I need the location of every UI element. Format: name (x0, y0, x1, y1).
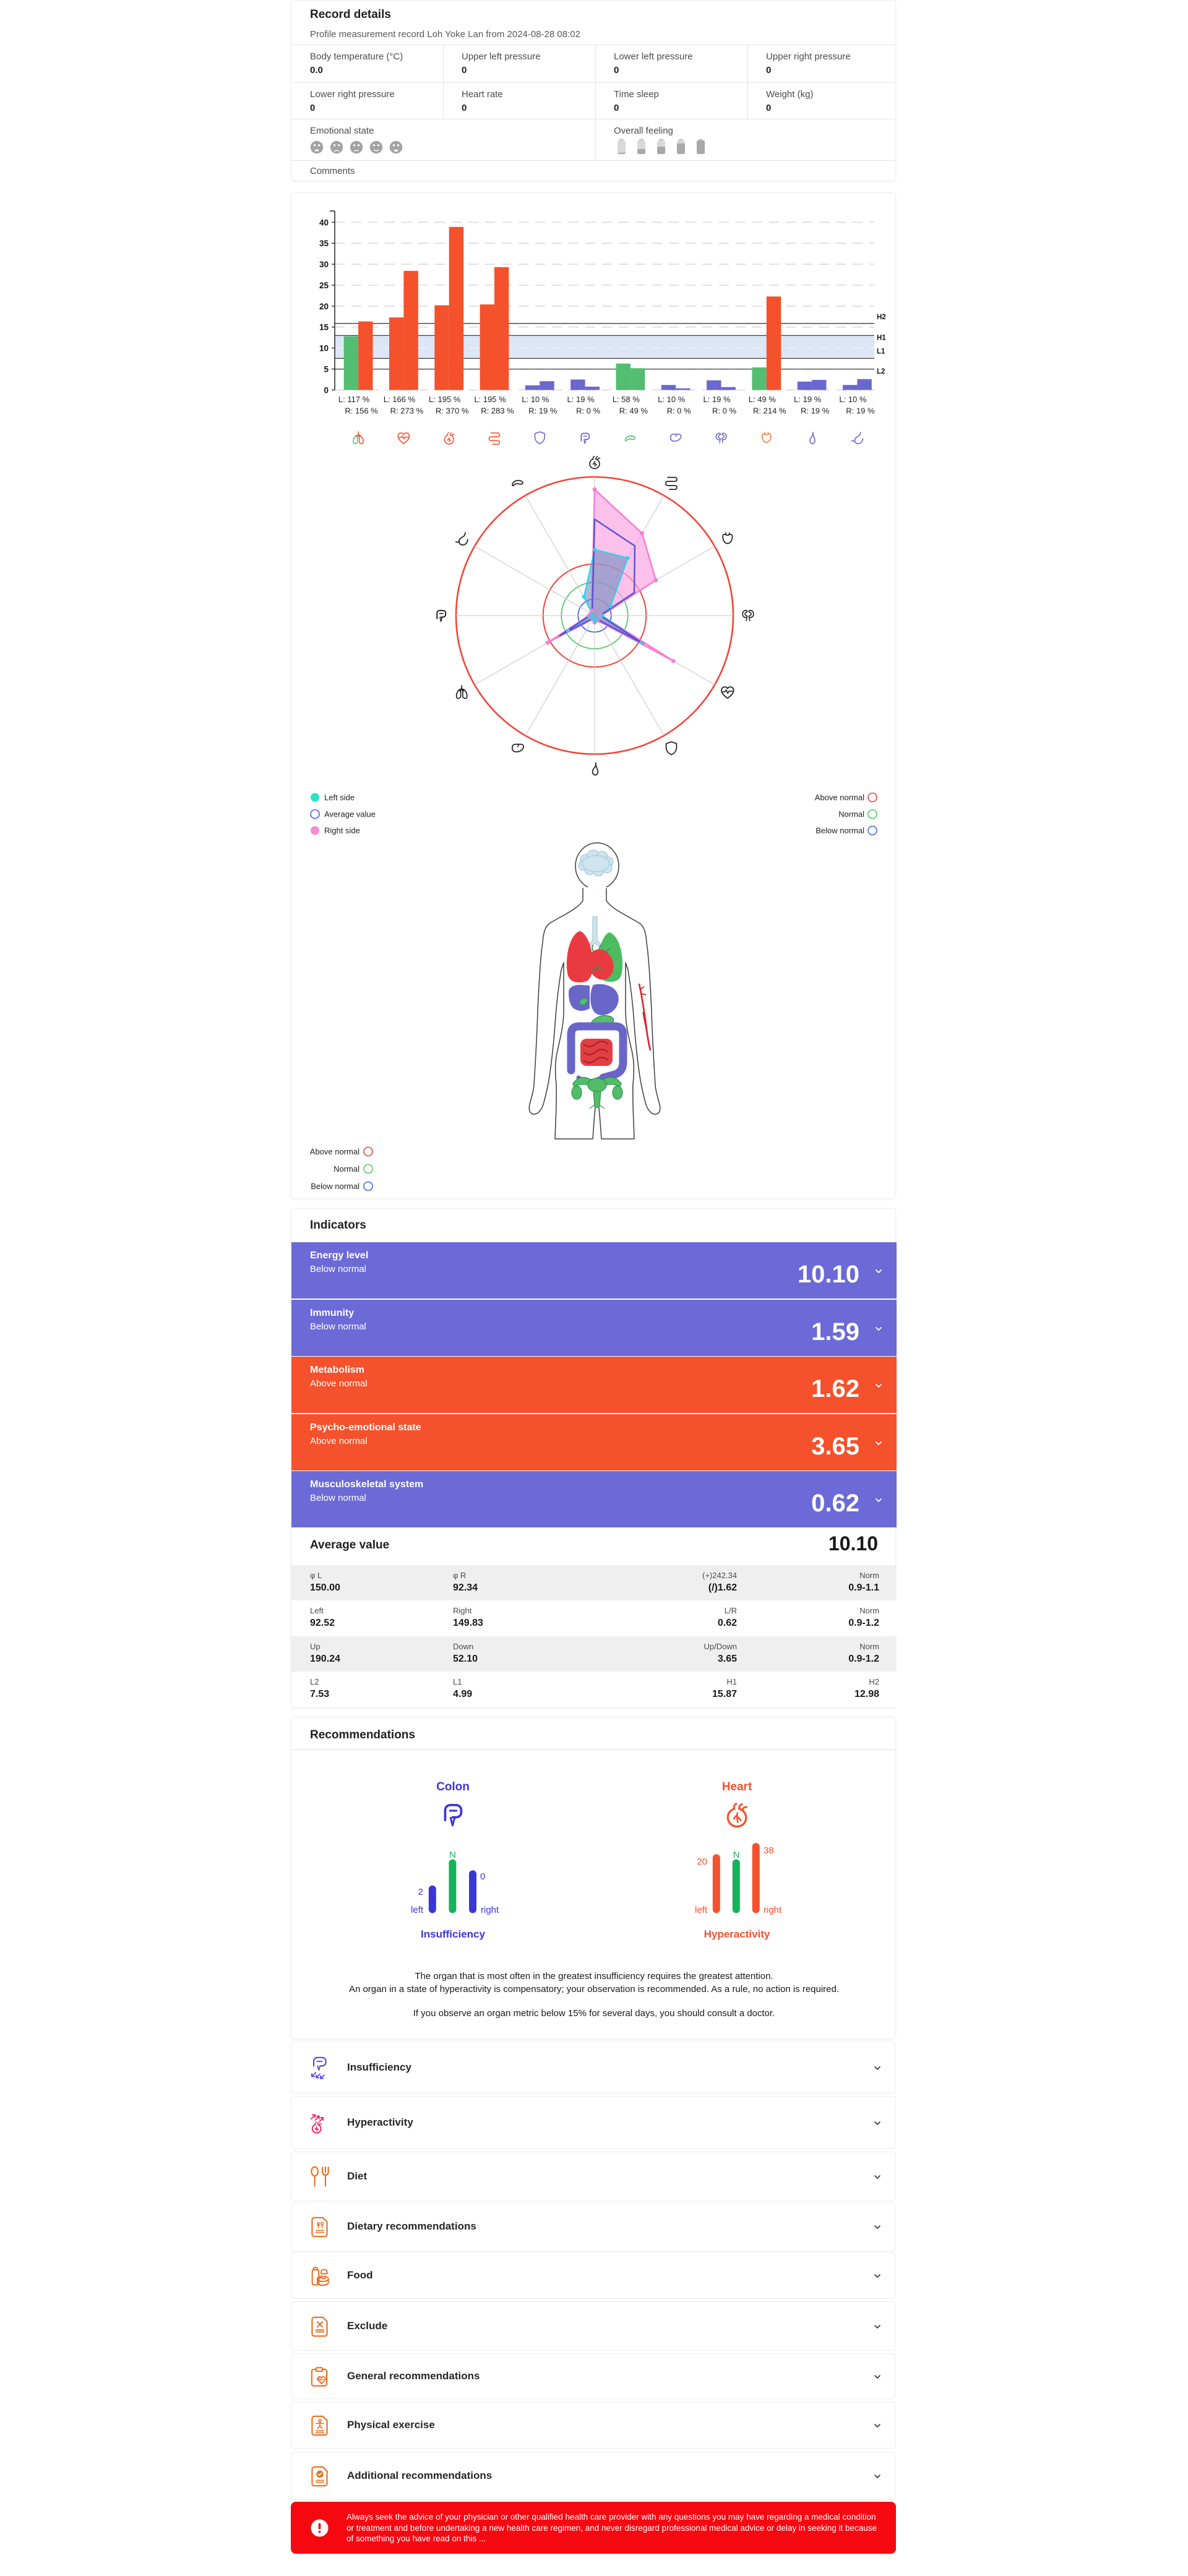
svg-text:Above normal: Above normal (310, 1147, 359, 1156)
svg-text:L: 195 %: L: 195 % (474, 395, 506, 404)
svg-text:2: 2 (418, 1887, 423, 1897)
svg-text:L: 10 %: L: 10 % (839, 395, 867, 404)
svg-text:R: 0 %: R: 0 % (667, 406, 691, 416)
svg-text:H1: H1 (877, 335, 886, 342)
svg-text:10: 10 (319, 344, 329, 353)
svg-text:38: 38 (764, 1845, 774, 1856)
svg-text:L: 49 %: L: 49 % (749, 395, 777, 404)
svg-text:Normal: Normal (334, 1164, 359, 1174)
svg-text:R: 156 %: R: 156 % (345, 406, 378, 416)
svg-text:R: 0 %: R: 0 % (712, 406, 736, 416)
svg-text:0: 0 (324, 385, 329, 395)
svg-text:right: right (481, 1905, 499, 1915)
svg-text:40: 40 (319, 218, 329, 227)
svg-text:Above normal: Above normal (815, 793, 864, 802)
svg-text:right: right (764, 1905, 782, 1915)
svg-text:15: 15 (319, 323, 329, 332)
svg-text:Hyperactivity: Hyperactivity (704, 1928, 770, 1940)
svg-text:20: 20 (697, 1857, 707, 1867)
svg-text:20: 20 (319, 302, 329, 311)
svg-text:L: 19 %: L: 19 % (794, 395, 822, 404)
svg-text:L: 10 %: L: 10 % (658, 395, 686, 404)
svg-text:35: 35 (319, 239, 329, 248)
svg-text:The organ that is most often i: The organ that is most often in the grea… (415, 1971, 773, 1981)
svg-text:L: 117 %: L: 117 % (338, 395, 370, 404)
svg-text:30: 30 (319, 260, 329, 269)
svg-text:Normal: Normal (838, 810, 864, 819)
svg-text:R: 0 %: R: 0 % (576, 406, 600, 416)
svg-text:left: left (411, 1905, 424, 1915)
svg-text:Heart: Heart (722, 1780, 752, 1793)
svg-text:L2: L2 (877, 368, 885, 376)
svg-text:L: 19 %: L: 19 % (703, 395, 731, 404)
svg-text:Below normal: Below normal (816, 826, 864, 835)
svg-text:An organ in a state of hyperac: An organ in a state of hyperactivity is … (349, 1984, 839, 1994)
svg-text:R: 19 %: R: 19 % (528, 406, 557, 416)
svg-text:Colon: Colon (436, 1780, 470, 1793)
svg-text:L: 10 %: L: 10 % (522, 395, 549, 404)
svg-text:R: 214 %: R: 214 % (753, 406, 786, 416)
svg-text:L: 166 %: L: 166 % (384, 395, 416, 404)
svg-text:Right side: Right side (324, 826, 360, 835)
svg-text:R: 49 %: R: 49 % (619, 406, 648, 416)
svg-text:left: left (695, 1905, 708, 1915)
svg-text:Average value: Average value (324, 810, 376, 819)
svg-text:L: 19 %: L: 19 % (567, 395, 595, 404)
svg-text:R: 283 %: R: 283 % (481, 406, 514, 416)
svg-text:R: 19 %: R: 19 % (846, 406, 875, 416)
svg-text:25: 25 (319, 281, 329, 290)
svg-text:L: 195 %: L: 195 % (429, 395, 461, 404)
svg-text:Insufficiency: Insufficiency (421, 1928, 485, 1940)
svg-text:R: 370 %: R: 370 % (436, 406, 469, 416)
svg-text:Below normal: Below normal (311, 1182, 359, 1191)
svg-text:H2: H2 (877, 314, 886, 321)
svg-text:0: 0 (480, 1871, 485, 1882)
svg-text:N: N (733, 1850, 740, 1860)
svg-text:L1: L1 (877, 348, 885, 356)
svg-text:If you observe an organ metric: If you observe an organ metric below 15%… (413, 2008, 775, 2019)
svg-text:5: 5 (324, 365, 329, 374)
svg-text:R: 273 %: R: 273 % (390, 406, 424, 416)
svg-text:L: 58 %: L: 58 % (613, 395, 640, 404)
svg-text:N: N (449, 1850, 456, 1860)
svg-text:Left side: Left side (324, 793, 355, 802)
svg-text:R: 19 %: R: 19 % (801, 406, 830, 416)
